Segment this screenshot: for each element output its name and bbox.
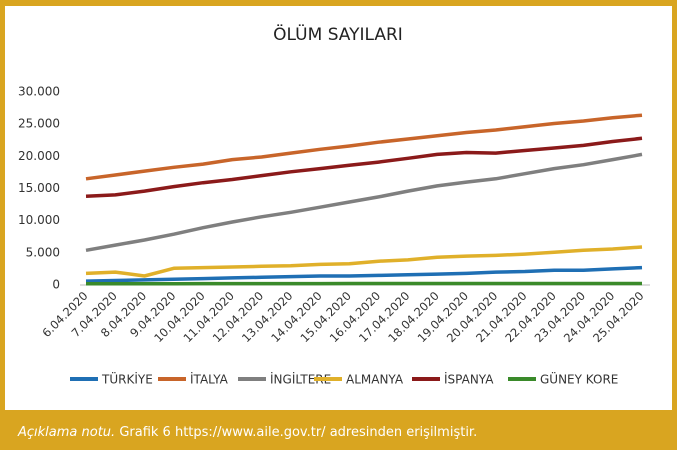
caption-label: Açıklama notu.: [17, 425, 115, 440]
y-tick-label: 25.000: [18, 117, 60, 131]
legend-label: İSPANYA: [444, 372, 494, 387]
y-tick-label: 0: [52, 278, 60, 292]
y-tick-label: 5.000: [26, 245, 60, 259]
chart-title: ÖLÜM SAYILARI: [273, 23, 403, 45]
y-tick-label: 10.000: [18, 213, 60, 227]
caption: Açıklama notu. Grafik 6 https://www.aile…: [17, 425, 477, 440]
legend-label: GÜNEY KORE: [540, 371, 618, 387]
y-tick-label: 15.000: [18, 181, 60, 195]
legend-label: İTALYA: [190, 372, 229, 387]
chart-area: [5, 6, 672, 410]
y-tick-label: 20.000: [18, 149, 60, 163]
y-tick-label: 30.000: [18, 85, 60, 99]
caption-text: Grafik 6 https://www.aile.gov.tr/ adresi…: [119, 425, 477, 440]
legend-label: ALMANYA: [346, 373, 404, 387]
legend-label: TÜRKİYE: [101, 371, 153, 387]
